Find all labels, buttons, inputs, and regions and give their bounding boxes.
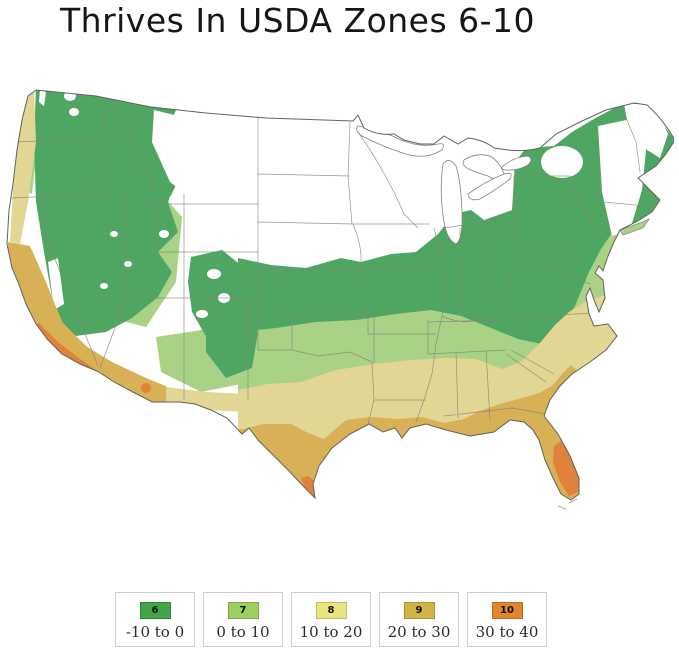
zone-7-number: 7 <box>239 605 247 616</box>
legend-item-zone-6: 6 -10 to 0 <box>115 592 195 647</box>
state-borders <box>9 90 647 425</box>
legend-item-zone-9: 9 20 to 30 <box>379 592 459 647</box>
zone-10-range: 30 to 40 <box>475 623 539 641</box>
florida-keys <box>557 498 578 510</box>
zone-7-range: 0 to 10 <box>216 623 270 641</box>
legend-item-zone-10: 10 30 to 40 <box>467 592 547 647</box>
zone-8-range: 10 to 20 <box>299 623 363 641</box>
usda-zone-map-svg <box>6 89 674 510</box>
zone-7-swatch: 7 <box>227 602 259 619</box>
zone-10-number: 10 <box>500 605 514 616</box>
zone-6-swatch: 6 <box>139 602 171 619</box>
high-elevation-white-patches <box>39 90 230 318</box>
zone-6-number: 6 <box>151 605 159 616</box>
zone-9-number: 9 <box>415 605 423 616</box>
page-title: Thrives In USDA Zones 6-10 <box>60 1 536 40</box>
zone-9-swatch: 9 <box>403 602 435 619</box>
usda-zone-map <box>6 82 674 512</box>
zone-8-swatch: 8 <box>315 602 347 619</box>
legend-item-zone-7: 7 0 to 10 <box>203 592 283 647</box>
long-island <box>619 218 650 236</box>
zone-8-number: 8 <box>327 605 335 616</box>
zone-10-swatch: 10 <box>491 602 523 619</box>
legend-item-zone-8: 8 10 to 20 <box>291 592 371 647</box>
map-legend: 6 -10 to 0 7 0 to 10 8 10 to 20 9 20 to … <box>115 592 547 647</box>
us-coastline-outline <box>6 89 674 501</box>
zone-9-range: 20 to 30 <box>387 623 451 641</box>
zone-6-range: -10 to 0 <box>125 623 185 641</box>
northeast-white-patches <box>541 104 668 236</box>
